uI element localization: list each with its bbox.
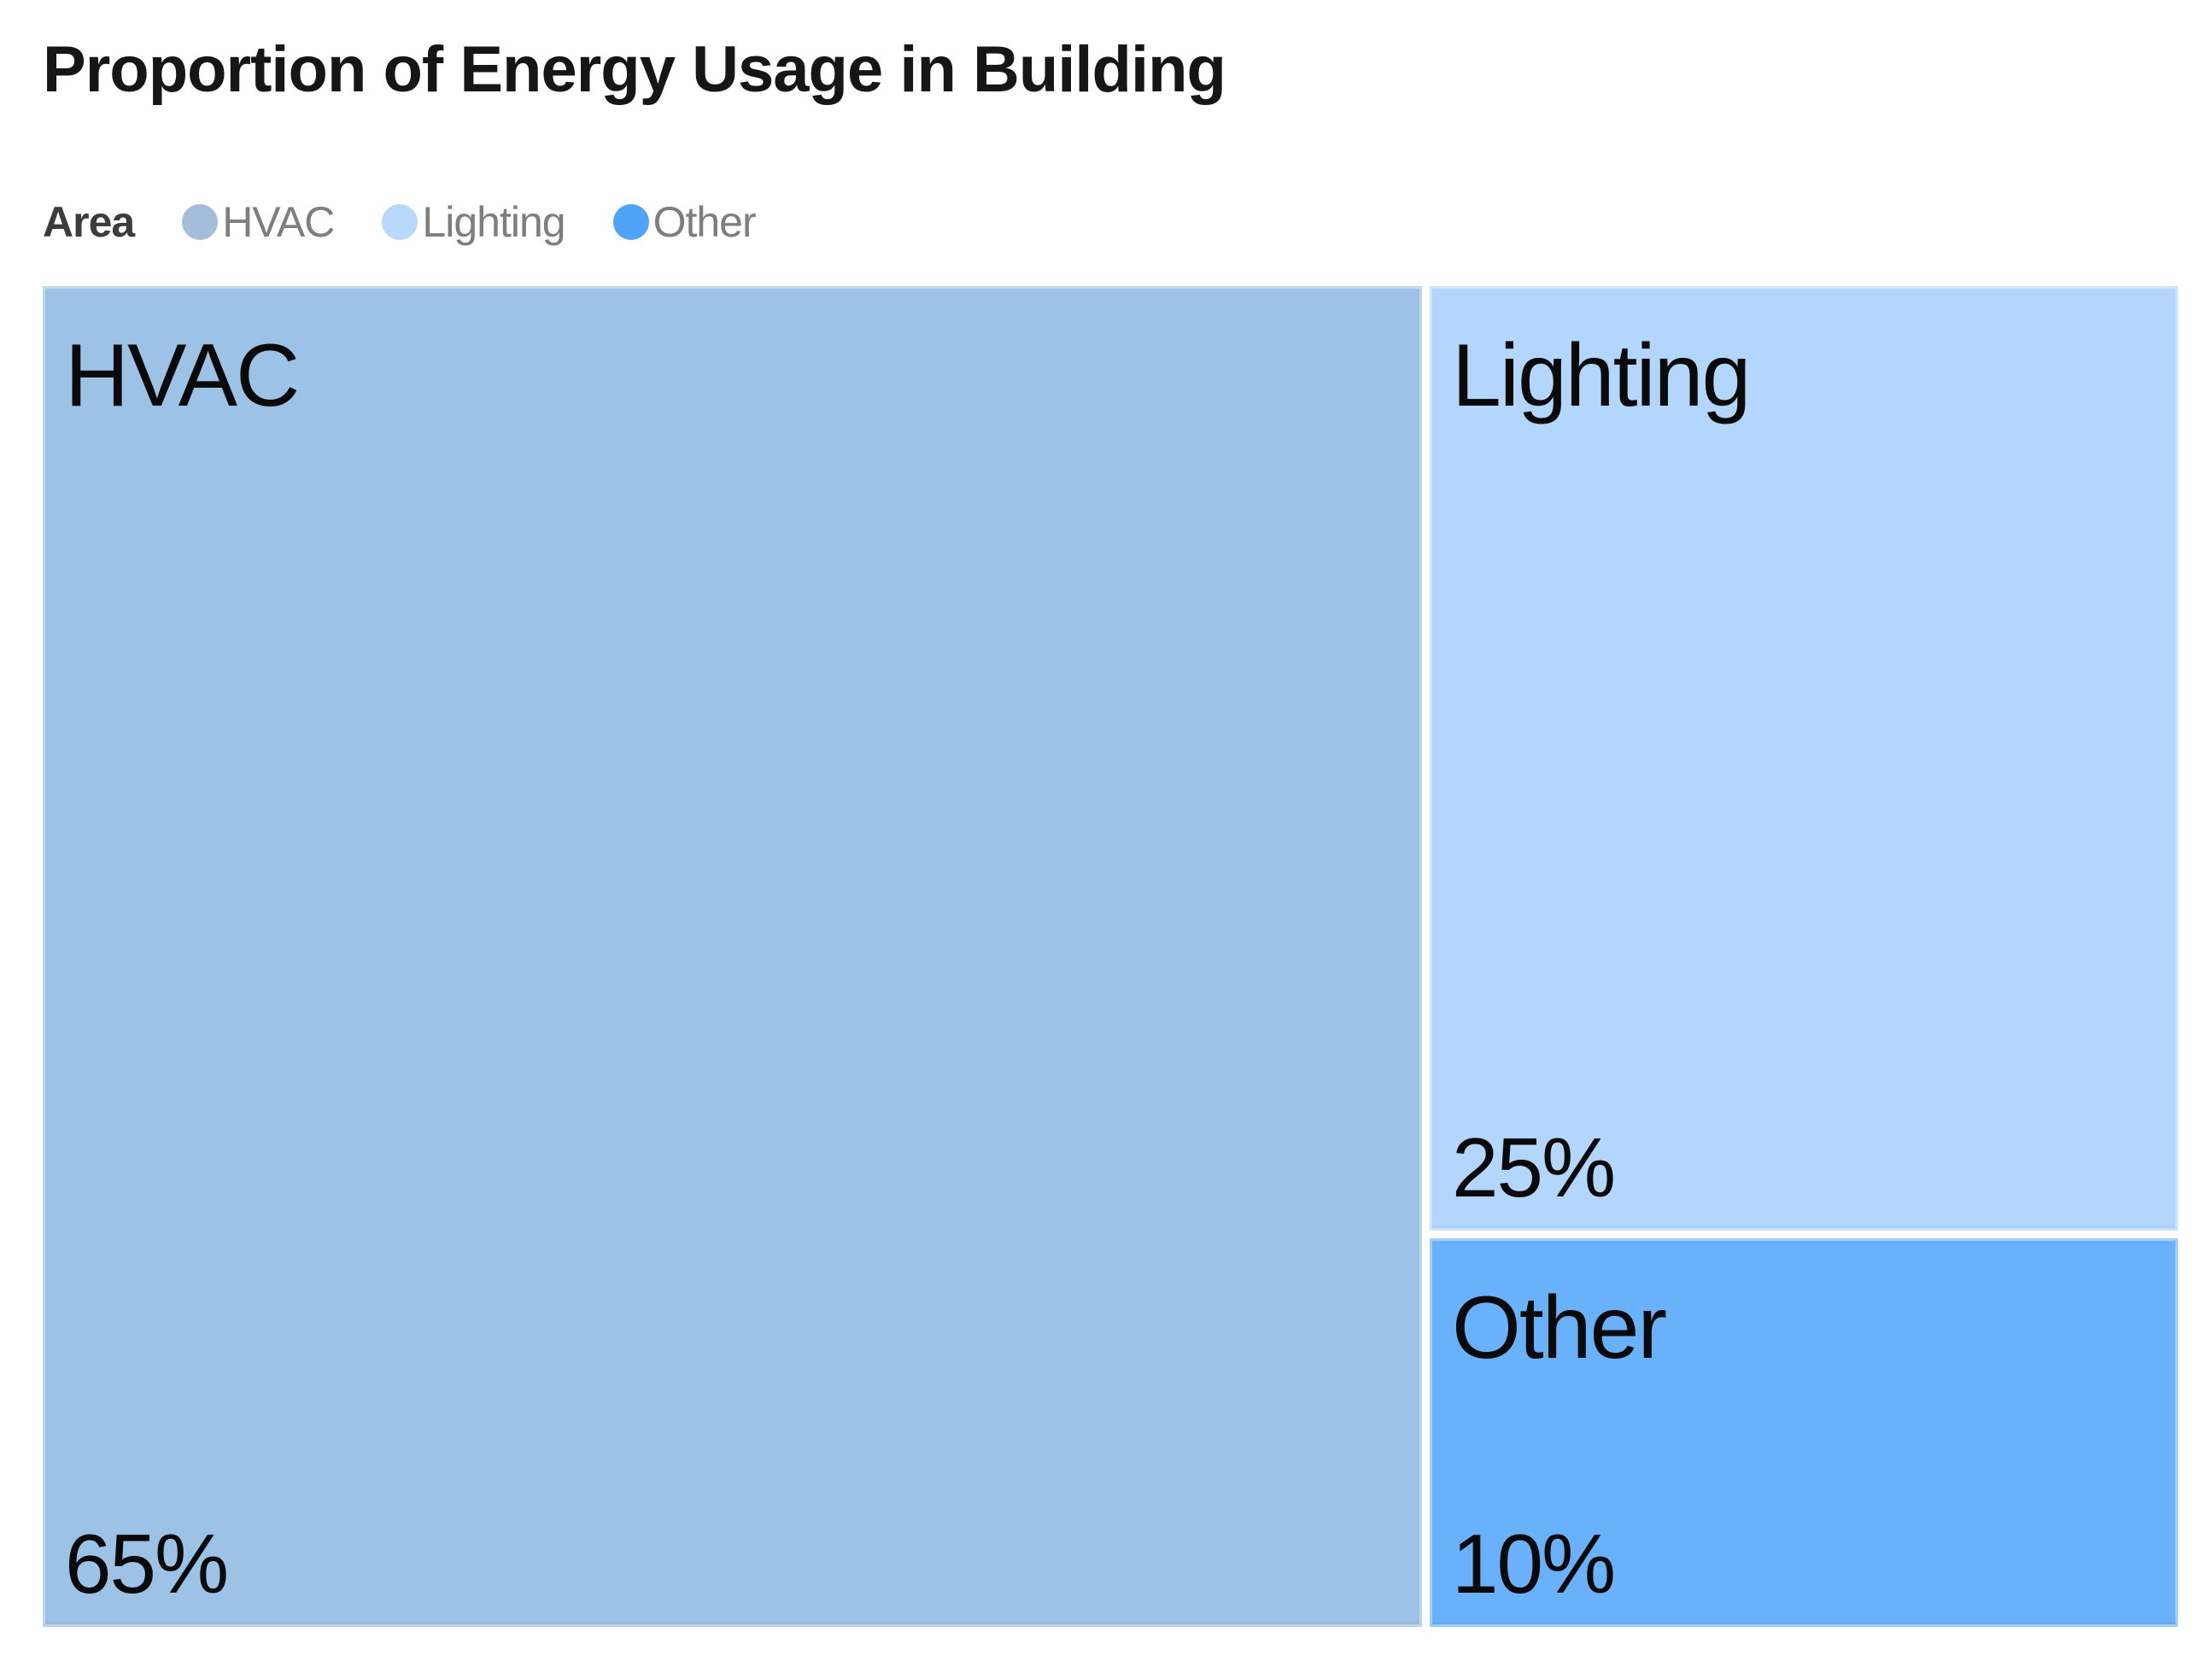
- legend-item-label: HVAC: [222, 198, 335, 246]
- treemap-segment-hvac[interactable]: HVAC 65%: [43, 286, 1422, 1627]
- legend-marker-lighting-icon: [382, 204, 418, 240]
- legend-marker-other-icon: [612, 204, 649, 240]
- chart-title: Proportion of Energy Usage in Building: [43, 33, 1226, 106]
- segment-label-hvac: HVAC: [65, 326, 300, 425]
- legend-marker-hvac-icon: [182, 204, 219, 240]
- legend-field-label: Area: [43, 198, 135, 246]
- segment-label-lighting: Lighting: [1452, 326, 1751, 425]
- segment-label-other: Other: [1452, 1278, 1667, 1377]
- treemap-right-column: Lighting 25% Other 10%: [1430, 286, 2178, 1627]
- legend-item-hvac[interactable]: HVAC: [182, 197, 335, 247]
- legend: Area HVAC Lighting Other: [43, 197, 2178, 247]
- segment-value-other: 10%: [1452, 1517, 1616, 1611]
- legend-item-label: Other: [652, 198, 757, 246]
- treemap-segment-lighting[interactable]: Lighting 25%: [1430, 286, 2178, 1231]
- treemap-segment-other[interactable]: Other 10%: [1430, 1238, 2178, 1627]
- treemap: HVAC 65% Lighting 25% Other 10%: [43, 286, 2178, 1627]
- segment-value-hvac: 65%: [65, 1517, 229, 1611]
- legend-item-label: Lighting: [422, 198, 565, 246]
- legend-item-other[interactable]: Other: [612, 197, 757, 247]
- segment-value-lighting: 25%: [1452, 1120, 1616, 1215]
- legend-item-lighting[interactable]: Lighting: [382, 197, 566, 247]
